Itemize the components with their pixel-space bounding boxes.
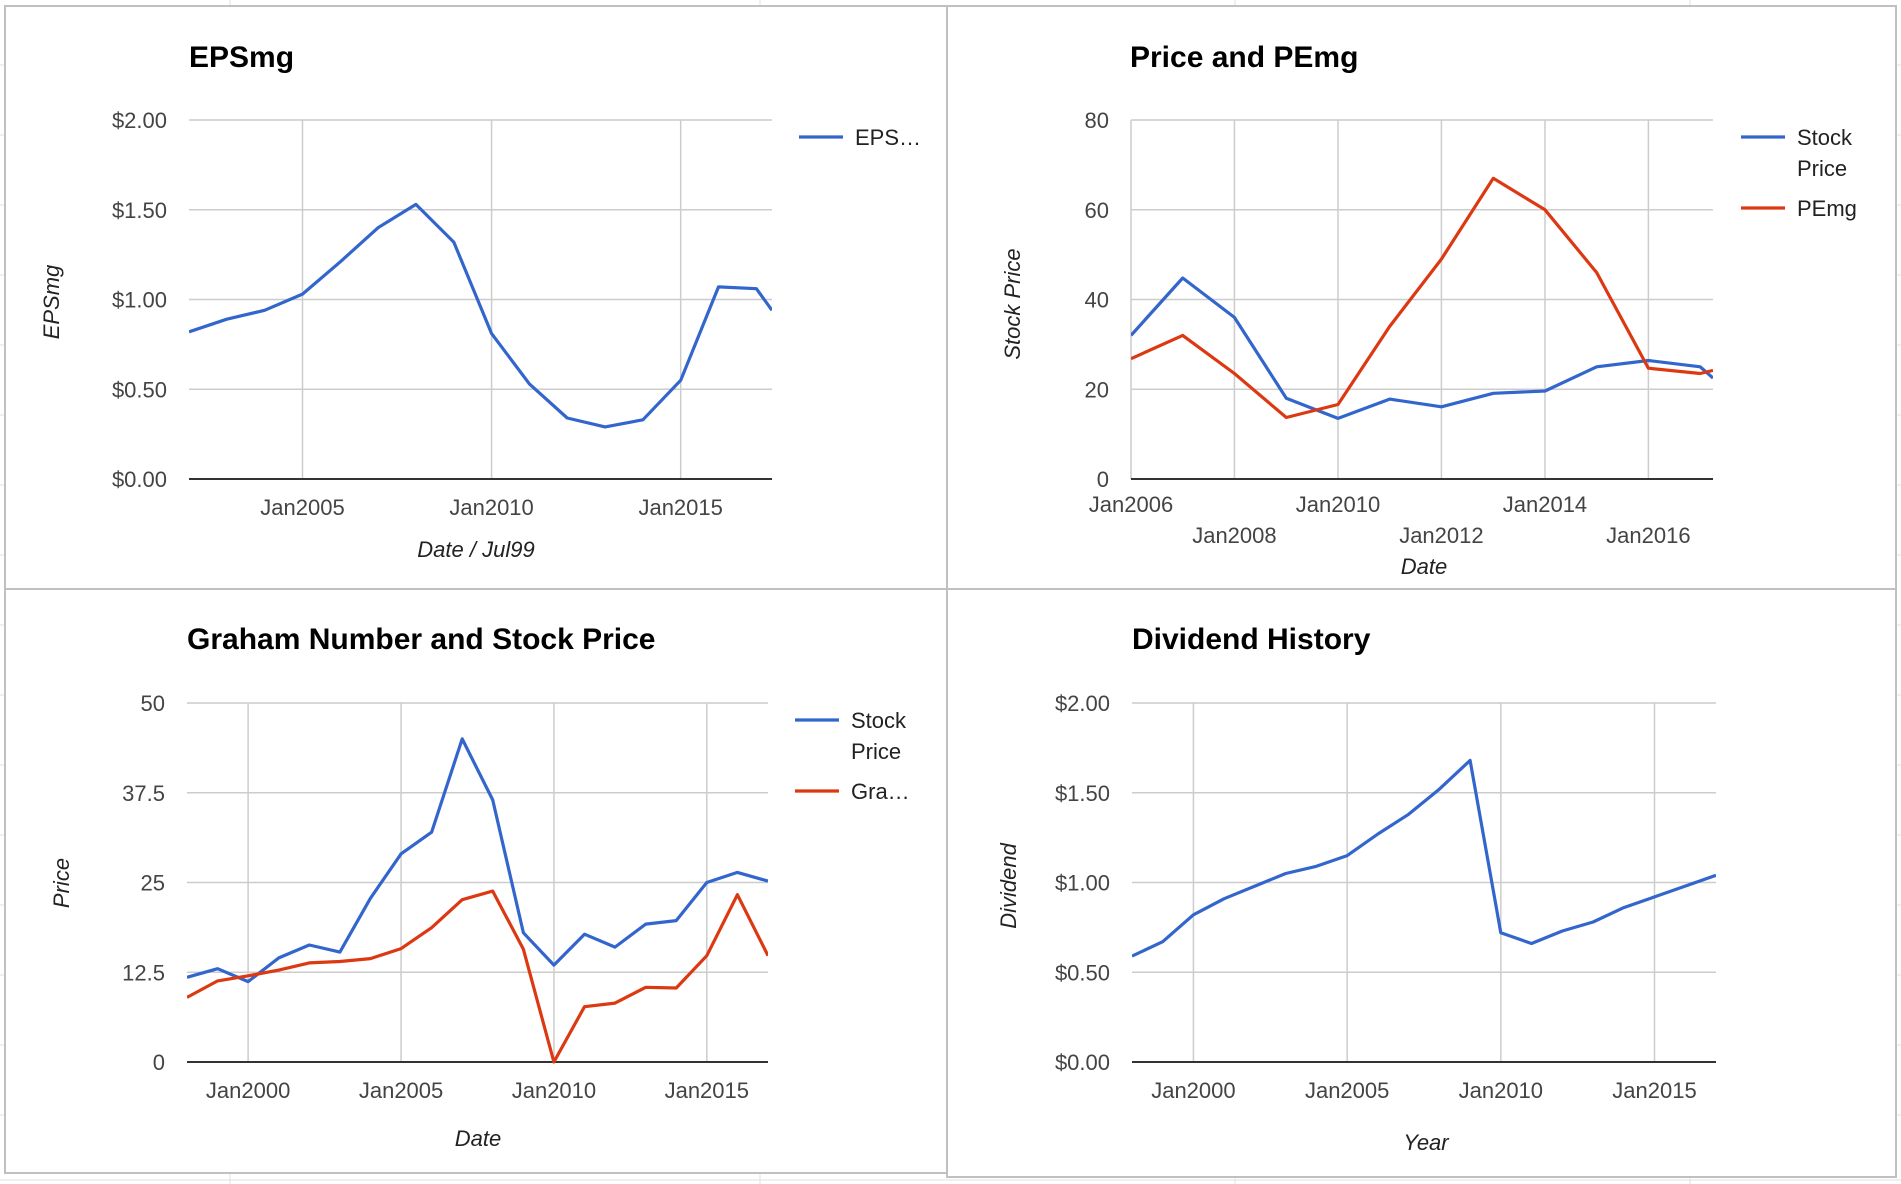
x-tick-label: Jan2016 (1606, 523, 1690, 548)
y-tick-label: 0 (153, 1050, 165, 1075)
y-tick-label: 40 (1085, 288, 1109, 313)
legend-item-label: Stock Price (1797, 125, 1853, 181)
y-tick-label: 60 (1085, 198, 1109, 223)
dividend-history-chart: Dividend History $0.00 $0.50 $1.00 $1.50 $2.… (996, 623, 1716, 1155)
y-tick-label: 37.5 (122, 781, 165, 806)
chart-title: Price and PEmg (1130, 41, 1358, 74)
epsmg-chart: EPSmg $0.00 $0.50 $1.00 $1.50 $2.00 Jan2005 Ja… (39, 41, 921, 562)
y-tick-label: $2.00 (112, 108, 167, 133)
series-line-1 (1131, 176, 1713, 420)
y-axis-label: Price (49, 858, 74, 908)
series-line-0 (189, 202, 772, 429)
y-tick-label: 50 (141, 691, 165, 716)
y-tick-label: 12.5 (122, 960, 165, 985)
x-tick-label: Jan2000 (206, 1078, 290, 1103)
x-tick-label: Jan2015 (665, 1078, 749, 1103)
y-tick-label: 25 (141, 871, 165, 896)
x-tick-label: Jan2000 (1151, 1078, 1235, 1103)
x-tick-label: Jan2014 (1503, 492, 1587, 517)
x-axis-label: Year (1403, 1130, 1450, 1155)
legend-item-label: Gra… (851, 779, 910, 804)
series-line-0 (187, 737, 768, 984)
legend-item-label: PEmg (1797, 196, 1857, 221)
y-tick-label: $0.00 (112, 467, 167, 492)
x-tick-label: Jan2005 (1305, 1078, 1389, 1103)
y-tick-label: 80 (1085, 108, 1109, 133)
x-tick-label: Jan2015 (638, 495, 722, 520)
legend-item-label: EPS… (855, 125, 921, 150)
y-tick-label: $0.50 (1055, 960, 1110, 985)
y-tick-label: 0 (1097, 467, 1109, 492)
series-line-0 (1131, 276, 1713, 420)
x-axis-label: Date (455, 1126, 501, 1151)
series-line-1 (187, 889, 768, 1064)
x-tick-label: Jan2008 (1192, 523, 1276, 548)
y-tick-label: $0.50 (112, 377, 167, 402)
chart-panel-graham-number[interactable]: Graham Number and Stock Price 0 12.5 25 37.… (4, 588, 948, 1174)
graham-number-chart: Graham Number and Stock Price 0 12.5 25 37.… (49, 623, 910, 1151)
x-tick-label: Jan2005 (359, 1078, 443, 1103)
y-tick-label: 20 (1085, 377, 1109, 402)
x-tick-label: Jan2005 (260, 495, 344, 520)
chart-panel-epsmg[interactable]: EPSmg $0.00 $0.50 $1.00 $1.50 $2.00 Jan2005 Ja… (4, 5, 948, 590)
chart-panel-dividend-history[interactable]: Dividend History $0.00 $0.50 $1.00 $1.50 $2.… (946, 588, 1897, 1178)
legend-item-label: Stock Price (851, 708, 907, 764)
chart-title: Dividend History (1132, 623, 1371, 656)
y-tick-label: $1.50 (1055, 781, 1110, 806)
x-axis-label: Date (1401, 554, 1447, 579)
x-tick-label: Jan2010 (1459, 1078, 1543, 1103)
x-tick-label: Jan2010 (512, 1078, 596, 1103)
y-tick-label: $1.50 (112, 198, 167, 223)
x-tick-label: Jan2012 (1399, 523, 1483, 548)
y-tick-label: $0.00 (1055, 1050, 1110, 1075)
y-tick-label: $1.00 (1055, 871, 1110, 896)
y-tick-label: $2.00 (1055, 691, 1110, 716)
series-line-0 (1132, 758, 1716, 958)
y-axis-label: EPSmg (39, 264, 64, 339)
price-and-pemg-chart: Price and PEmg 0 20 40 60 80 Jan2006 Jan2008 Ja… (1000, 41, 1857, 579)
chart-title: EPSmg (189, 41, 294, 74)
chart-panel-price-and-pemg[interactable]: Price and PEmg 0 20 40 60 80 Jan2006 Jan2008 Ja… (946, 5, 1897, 590)
x-tick-label: Jan2010 (1296, 492, 1380, 517)
y-tick-label: $1.00 (112, 288, 167, 313)
chart-title: Graham Number and Stock Price (187, 623, 656, 656)
x-tick-label: Jan2015 (1612, 1078, 1696, 1103)
y-axis-label: Stock Price (1000, 248, 1025, 359)
x-axis-label: Date / Jul99 (417, 537, 534, 562)
x-tick-label: Jan2010 (449, 495, 533, 520)
y-axis-label: Dividend (996, 842, 1021, 928)
x-tick-label: Jan2006 (1089, 492, 1173, 517)
